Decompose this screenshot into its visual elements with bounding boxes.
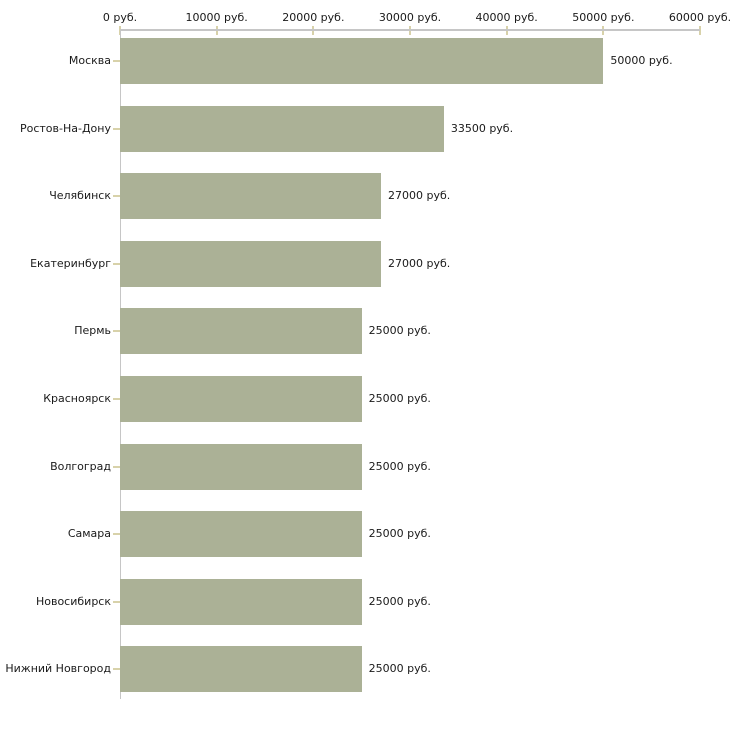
value-label: 33500 руб.	[450, 121, 514, 135]
bar	[120, 173, 381, 220]
bar	[120, 308, 362, 355]
bar	[120, 38, 604, 84]
bar	[120, 646, 362, 693]
value-label: 25000 руб.	[368, 324, 431, 338]
value-label: 27000 руб.	[388, 256, 451, 270]
category-label: Пермь	[74, 324, 111, 338]
x-tick-label: 50000 руб.	[572, 11, 635, 24]
x-axis-line	[120, 29, 700, 31]
bar	[120, 240, 381, 287]
y-tick-mark	[113, 127, 120, 130]
value-label: 25000 руб.	[368, 459, 431, 473]
value-label: 25000 руб.	[368, 527, 431, 541]
category-label: Самара	[67, 527, 111, 541]
bar	[120, 578, 362, 625]
y-tick-mark	[113, 60, 120, 62]
category-label: Ростов-На-Дону	[19, 121, 111, 135]
category-label: Нижний Новгород	[5, 662, 111, 676]
category-label: Новосибирск	[35, 594, 111, 608]
y-tick-mark	[113, 398, 120, 400]
x-tick-label: 60000 руб.	[668, 11, 730, 24]
category-label: Красноярск	[43, 392, 111, 405]
bar	[120, 105, 444, 152]
category-label: Челябинск	[49, 189, 111, 203]
y-tick-mark	[113, 600, 120, 603]
y-tick-mark	[113, 465, 120, 468]
x-tick-label: 40000 руб.	[475, 11, 538, 24]
x-tick-label: 20000 руб.	[282, 11, 345, 24]
category-label: Волгоград	[50, 459, 111, 473]
x-tick-label: 10000 руб.	[185, 11, 248, 24]
value-label: 50000 руб.	[610, 54, 673, 67]
y-tick-mark	[113, 533, 120, 536]
bar	[120, 376, 362, 422]
y-tick-mark	[113, 330, 120, 333]
x-tick-mark	[699, 26, 701, 35]
value-label: 25000 руб.	[368, 594, 431, 608]
x-tick-label: 0 руб.	[102, 11, 138, 24]
y-tick-mark	[113, 262, 120, 265]
x-tick-label: 30000 руб.	[378, 11, 442, 24]
bar	[120, 443, 362, 490]
category-label: Москва	[68, 54, 111, 67]
y-tick-mark	[113, 668, 120, 671]
value-label: 25000 руб.	[368, 392, 431, 405]
bar	[120, 511, 362, 558]
y-tick-mark	[113, 195, 120, 198]
value-label: 27000 руб.	[388, 189, 451, 203]
category-label: Екатеринбург	[30, 256, 111, 270]
y-axis-line	[120, 29, 121, 700]
value-label: 25000 руб.	[368, 662, 431, 676]
